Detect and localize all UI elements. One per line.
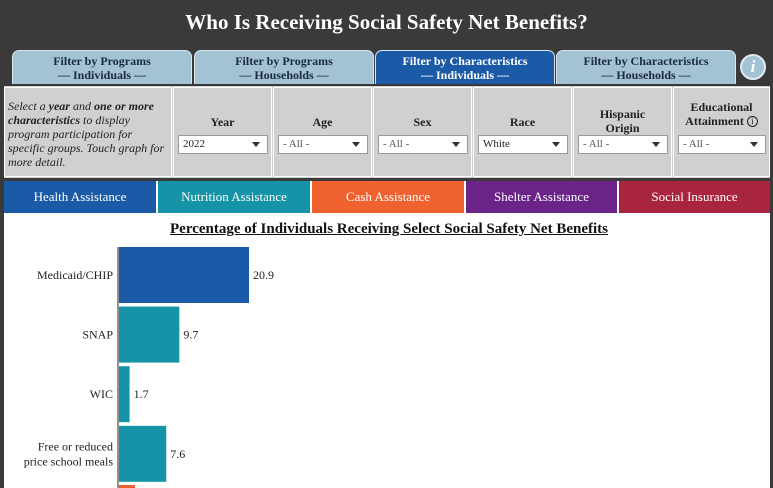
race-filter: Race White — [473, 87, 572, 177]
chart-title: Percentage of Individuals Receiving Sele… — [170, 221, 608, 237]
bar[interactable] — [119, 247, 249, 303]
hispanic-origin-label: Hispanic Origin — [599, 107, 646, 135]
age-filter: Age - All - — [273, 87, 372, 177]
chevron-down-icon — [652, 142, 660, 147]
chart-area: Percentage of Individuals Receiving Sele… — [4, 213, 770, 488]
data-label: 1.7 — [134, 387, 149, 401]
tab-label-line1: Filter by Characteristics — [583, 54, 709, 68]
tab-label-line2: — Individuals — — [420, 68, 510, 82]
tab-label-line1: Filter by Characteristics — [402, 54, 528, 68]
tab-bar: Filter by Programs — Individuals — Filte… — [12, 50, 772, 84]
year-label: Year — [210, 115, 235, 129]
tab-programs-households[interactable]: Filter by Programs — Households — — [194, 50, 374, 84]
help-text: Select a year and one or more characteri… — [8, 99, 165, 169]
tab-label-line1: Filter by Programs — [235, 54, 333, 68]
bar[interactable] — [119, 485, 135, 488]
race-select[interactable]: White — [478, 135, 568, 154]
category-label: WIC — [90, 387, 113, 401]
hispanic-origin-filter: Hispanic Origin - All - — [573, 87, 672, 177]
bar[interactable] — [119, 366, 130, 423]
education-filter: Educational Attainment i - All - — [673, 87, 770, 177]
race-label: Race — [509, 115, 536, 129]
education-select[interactable]: - All - — [678, 135, 766, 154]
category-label: Free or reduced price school meals — [24, 439, 114, 468]
info-circle-icon[interactable]: i — [746, 116, 758, 127]
tab-label-line1: Filter by Programs — [53, 54, 151, 68]
tab-characteristics-households[interactable]: Filter by Characteristics — Households — — [556, 50, 736, 84]
year-select[interactable]: 2022 — [178, 135, 268, 154]
sex-label: Sex — [413, 115, 432, 129]
program-category-bar: Health Assistance Nutrition Assistance C… — [4, 181, 770, 213]
tab-characteristics-individuals[interactable]: Filter by Characteristics — Individuals … — [375, 50, 555, 84]
chevron-down-icon — [552, 142, 560, 147]
tab-label-line2: — Households — — [239, 68, 329, 82]
data-label: 9.7 — [183, 328, 198, 342]
category-label: Medicaid/CHIP — [37, 268, 113, 282]
page-title: Who Is Receiving Social Safety Net Benef… — [185, 10, 588, 34]
category-label: SNAP — [82, 328, 113, 342]
sex-select[interactable]: - All - — [378, 135, 468, 154]
data-label: 7.6 — [170, 447, 185, 461]
program-nutrition-assistance[interactable]: Nutrition Assistance — [158, 181, 310, 213]
data-label: 20.9 — [253, 268, 274, 282]
sex-filter: Sex - All - — [373, 87, 472, 177]
bar[interactable] — [119, 306, 180, 363]
info-icon[interactable]: i — [740, 54, 766, 80]
program-shelter-assistance[interactable]: Shelter Assistance — [466, 181, 617, 213]
chevron-down-icon — [750, 142, 758, 147]
program-cash-assistance[interactable]: Cash Assistance — [312, 181, 464, 213]
program-social-insurance[interactable]: Social Insurance — [619, 181, 770, 213]
filter-panel: Select a year and one or more characteri… — [4, 86, 770, 178]
chevron-down-icon — [452, 142, 460, 147]
chevron-down-icon — [252, 142, 260, 147]
age-select[interactable]: - All - — [278, 135, 368, 154]
program-health-assistance[interactable]: Health Assistance — [4, 181, 156, 213]
chevron-down-icon — [352, 142, 360, 147]
education-label: Educational Attainment i — [674, 100, 769, 128]
tab-label-line2: — Individuals — — [57, 68, 147, 82]
age-label: Age — [312, 115, 333, 129]
bar[interactable] — [119, 425, 167, 482]
tab-label-line2: — Households — — [601, 68, 691, 82]
year-filter: Year 2022 — [173, 87, 272, 177]
tab-programs-individuals[interactable]: Filter by Programs — Individuals — — [12, 50, 192, 84]
help-cell: Select a year and one or more characteri… — [4, 87, 172, 177]
bar-chart[interactable]: 20.9 Medicaid/CHIP 9.7 SNAP 1.7 WIC 7.6 Free or… — [4, 213, 770, 488]
hispanic-origin-select[interactable]: - All - — [578, 135, 668, 154]
